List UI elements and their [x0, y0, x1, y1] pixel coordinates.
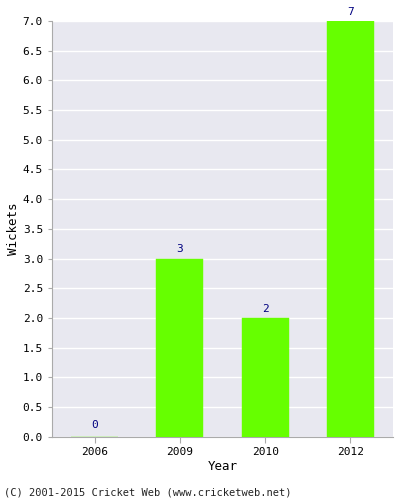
Text: 0: 0 — [91, 420, 98, 430]
X-axis label: Year: Year — [208, 460, 238, 473]
Text: (C) 2001-2015 Cricket Web (www.cricketweb.net): (C) 2001-2015 Cricket Web (www.cricketwe… — [4, 488, 292, 498]
Bar — [327, 21, 374, 437]
Bar — [156, 258, 203, 437]
Text: 2: 2 — [262, 304, 268, 314]
Text: 3: 3 — [176, 244, 183, 254]
Y-axis label: Wickets: Wickets — [7, 202, 20, 255]
Text: 7: 7 — [347, 6, 354, 16]
Bar — [242, 318, 289, 437]
